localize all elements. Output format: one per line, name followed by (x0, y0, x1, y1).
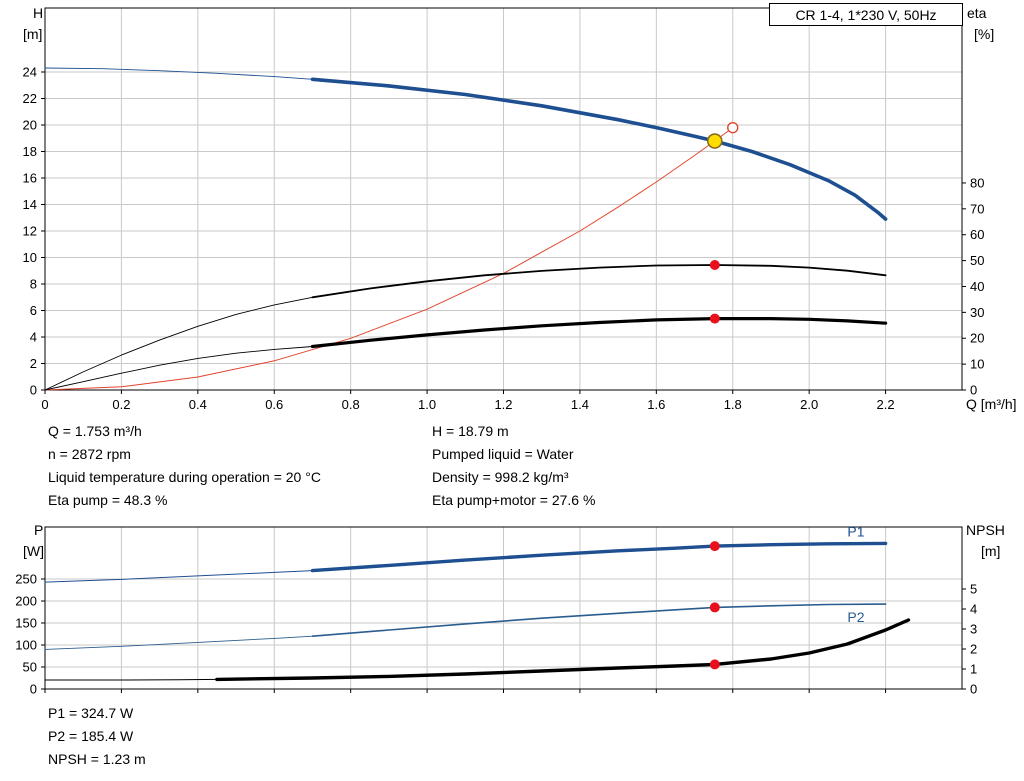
npsh-value-text: NPSH = 1.23 m (48, 751, 146, 767)
eta-pump-curve (311, 264, 887, 299)
P1-curve-lead-in (44, 570, 313, 583)
y-right-tick-label: 40 (970, 279, 984, 294)
p-axis-unit: [W] (23, 543, 44, 559)
y-left-tick-label: 8 (30, 276, 37, 291)
eta-axis-unit: [%] (974, 26, 994, 42)
y-left-tick-label: 4 (30, 329, 37, 344)
head-value-text: H = 18.79 m (432, 423, 509, 439)
q-axis-title: Q [m³/h] (966, 396, 1017, 412)
liquid-temp-text: Liquid temperature during operation = 20… (48, 469, 321, 485)
y-left-tick-label: 0 (30, 383, 37, 398)
y-right-tick-label: 70 (970, 201, 984, 216)
y-right-tick-label: 60 (970, 227, 984, 242)
y-right-tick-label: 10 (970, 357, 984, 372)
y-right-tick-label: 0 (970, 383, 977, 398)
pump-model-label: CR 1-4, 1*230 V, 50Hz (769, 3, 963, 26)
y-left-tick-label: 50 (23, 660, 37, 675)
x-tick-label: 1.4 (571, 397, 589, 412)
y-right-tick-label: 30 (970, 305, 984, 320)
x-tick-label: 1.0 (418, 397, 436, 412)
density-text: Density = 998.2 kg/m³ (432, 469, 569, 485)
y-left-tick-label: 10 (23, 250, 37, 265)
eta-pump-text: Eta pump = 48.3 % (48, 492, 168, 508)
y-right-tick-label: 20 (970, 331, 984, 346)
y-left-tick-label: 24 (23, 64, 37, 79)
x-tick-label: 2.0 (800, 397, 818, 412)
y-right-tick-label: 2 (970, 642, 977, 657)
p2-point (709, 602, 720, 613)
y-right-tick-label: 0 (970, 682, 977, 697)
eta-pump-motor-curve-lead-in (44, 346, 313, 391)
y-left-tick-label: 16 (23, 170, 37, 185)
h-axis-unit: [m] (23, 26, 42, 42)
NPSH-curve (215, 618, 911, 682)
p1-point (709, 541, 720, 552)
x-tick-label: 1.2 (494, 397, 512, 412)
eta-axis-title: eta (967, 5, 987, 21)
p2-value-text: P2 = 185.4 W (48, 728, 134, 744)
y-left-tick-label: 2 (30, 356, 37, 371)
y-right-tick-label: 1 (970, 662, 977, 677)
npsh-axis-title: NPSH (966, 522, 1005, 538)
eta-pump-motor-text: Eta pump+motor = 27.6 % (432, 492, 596, 508)
power-npsh-chart: 0 50 100 150 200 250 0 1 2 3 4 5 P1 P2 P [W] NPSH [m] (15, 522, 1005, 697)
p-axis-title: P (34, 522, 43, 538)
y-left-tick-label: 18 (23, 144, 37, 159)
npsh-axis-unit: [m] (981, 543, 1000, 559)
eta-pump-motor-curve (310, 317, 888, 349)
H-curve (310, 77, 888, 221)
flow-value-text: Q = 1.753 m³/h (48, 423, 142, 439)
npsh-point (709, 659, 720, 670)
eta-pump-point (709, 259, 720, 270)
x-tick-label: 0.2 (112, 397, 130, 412)
duty-point-marker[interactable] (706, 133, 723, 149)
x-tick-label: 0.6 (265, 397, 283, 412)
H-curve-lead-in (44, 67, 313, 80)
x-tick-label: 2.2 (877, 397, 895, 412)
y-left-tick-label: 22 (23, 91, 37, 106)
y-left-tick-label: 20 (23, 117, 37, 132)
y-left-tick-label: 100 (15, 638, 37, 653)
pumped-liquid-text: Pumped liquid = Water (432, 446, 574, 462)
eta-pump-motor-point (709, 313, 720, 324)
P2-curve-lead-in (44, 635, 313, 650)
p2-label: P2 (847, 609, 864, 625)
h-axis-title: H (33, 5, 43, 21)
system-curve-lead-in (44, 127, 734, 391)
y-left-tick-label: 14 (23, 197, 37, 212)
x-tick-label: 1.8 (724, 397, 742, 412)
y-left-tick-label: 250 (15, 572, 37, 587)
x-tick-label: 0.4 (189, 397, 207, 412)
y-right-tick-label: 5 (970, 582, 977, 597)
y-left-tick-label: 0 (30, 682, 37, 697)
rated-point-marker (727, 121, 739, 134)
y-right-tick-label: 80 (970, 175, 984, 190)
y-left-tick-label: 200 (15, 594, 37, 609)
P1-curve (310, 541, 888, 573)
speed-value-text: n = 2872 rpm (48, 446, 131, 462)
y-right-tick-label: 4 (970, 602, 977, 617)
x-tick-label: 0.8 (342, 397, 360, 412)
x-tick-label: 0 (41, 397, 48, 412)
x-tick-label: 1.6 (647, 397, 665, 412)
y-left-tick-label: 150 (15, 616, 37, 631)
y-left-tick-label: 12 (23, 223, 37, 238)
y-right-tick-label: 3 (970, 622, 977, 637)
y-right-tick-label: 50 (970, 253, 984, 268)
p1-value-text: P1 = 324.7 W (48, 705, 134, 721)
p1-label: P1 (847, 523, 864, 539)
y-left-tick-label: 6 (30, 303, 37, 318)
NPSH-curve-lead-in (44, 678, 218, 681)
P2-curve (311, 603, 887, 637)
eta-pump-curve-lead-in (44, 296, 313, 391)
